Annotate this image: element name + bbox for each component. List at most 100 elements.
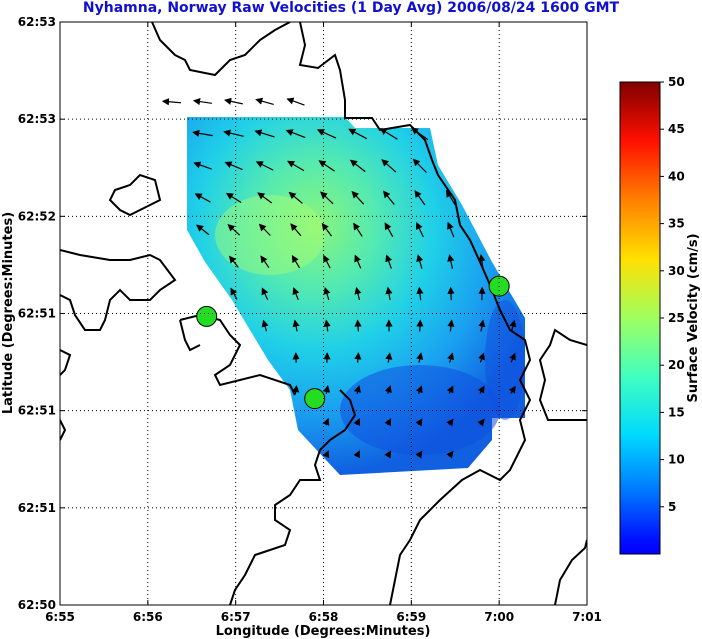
colorbar-tick-label: 35 [668, 217, 685, 231]
y-tick-label: 62:50 [18, 598, 56, 612]
velocity-arrow [161, 98, 182, 106]
velocity-arrow [323, 384, 331, 394]
velocity-arrow [227, 224, 241, 236]
velocity-arrow [354, 286, 362, 301]
colorbar-tick-label: 50 [668, 75, 685, 89]
velocity-arrow [292, 319, 300, 332]
x-tick-label: 6:56 [133, 610, 163, 624]
velocity-arrow [446, 385, 454, 394]
colorbar-label: Surface Velocity (cm/s) [686, 233, 701, 402]
y-axis: 62:53 62:53 62:52 62:51 62:51 62:51 62:50 [18, 15, 587, 612]
velocity-arrow [322, 450, 330, 459]
velocity-arrow [230, 287, 238, 300]
velocity-arrow [318, 160, 335, 172]
velocity-arrow [260, 255, 270, 269]
x-axis-label: Longitude (Degrees:Minutes) [216, 624, 431, 639]
y-axis-label: Latitude (Degrees:Minutes) [1, 212, 16, 414]
velocity-arrow [416, 352, 424, 363]
velocity-arrow [257, 192, 273, 204]
velocity-arrow [292, 384, 300, 394]
colorbar-tick-label: 20 [668, 358, 685, 372]
velocity-arrow [415, 385, 423, 394]
velocity-arrow [509, 319, 517, 332]
velocity-arrow [351, 190, 365, 205]
y-tick-label: 62:51 [18, 501, 56, 515]
velocity-arrow [478, 352, 485, 363]
colorbar-tick-label: 5 [668, 500, 676, 514]
velocity-arrow [416, 319, 424, 332]
velocity-arrow [225, 192, 242, 204]
velocity-arrow [447, 254, 455, 269]
velocity-arrow [353, 450, 360, 459]
velocity-arrow [290, 223, 302, 237]
velocity-arrow [410, 127, 429, 141]
velocity-arrow [415, 418, 423, 427]
velocity-arrow [445, 189, 456, 206]
velocity-arrow [261, 319, 269, 332]
velocity-arrow [322, 417, 330, 426]
x-tick-label: 7:00 [484, 610, 514, 624]
x-tick-label: 6:59 [396, 610, 426, 624]
velocity-arrow [384, 222, 394, 237]
velocity-arrow [224, 97, 243, 105]
velocity-arrow [255, 97, 274, 106]
velocity-arrow [228, 255, 239, 268]
velocity-arrow [349, 159, 366, 173]
velocity-arrow [477, 418, 485, 427]
velocity-arrow [385, 254, 393, 269]
velocity-arrow [416, 254, 424, 269]
velocity-arrow [414, 190, 426, 206]
velocity-arrow [416, 286, 424, 301]
velocity-arrow [447, 286, 455, 301]
velocity-arrow [478, 319, 486, 332]
velocity-arrow [254, 129, 275, 138]
velocity-arrow [323, 254, 331, 269]
colorbar-tick-label: 45 [668, 122, 685, 136]
velocity-arrow [320, 191, 334, 205]
velocity-arrow [192, 98, 212, 106]
velocity-arrow [354, 319, 362, 332]
velocity-vectors [161, 97, 517, 459]
velocity-arrow [447, 319, 455, 332]
velocity-arrow [379, 128, 398, 140]
velocity-arrow [194, 193, 211, 203]
velocity-arrow [447, 352, 455, 363]
y-tick-label: 62:51 [18, 404, 56, 418]
velocity-arrow [508, 385, 516, 394]
velocity-arrow [385, 352, 393, 363]
colorbar-tick-label: 30 [668, 264, 685, 278]
velocity-arrow [323, 319, 331, 332]
velocity-arrow [223, 129, 244, 137]
y-tick-label: 62:53 [18, 15, 56, 29]
velocity-arrow [348, 128, 368, 140]
x-tick-label: 6:55 [45, 610, 75, 624]
y-tick-label: 62:53 [18, 112, 56, 126]
velocity-arrow [224, 161, 243, 171]
velocity-arrow [381, 159, 397, 173]
velocity-arrow [354, 352, 362, 363]
x-axis: 6:55 6:56 6:57 6:58 6:59 7:00 7:01 [45, 22, 602, 624]
x-tick-label: 7:01 [572, 610, 602, 624]
velocity-arrow [446, 418, 454, 427]
velocity-arrow [415, 450, 423, 459]
site-south-marker [304, 388, 326, 410]
velocity-arrow [446, 450, 454, 459]
velocity-arrow [477, 385, 485, 394]
y-tick-label: 62:51 [18, 307, 56, 321]
velocity-arrow [291, 255, 301, 269]
velocity-arrow [286, 97, 305, 106]
velocity-arrow [192, 129, 213, 137]
x-tick-label: 6:58 [309, 610, 339, 624]
site-west-marker [196, 305, 218, 327]
colorbar-ticks: 5 10 15 20 25 30 35 40 45 50 [660, 75, 685, 514]
colorbar [619, 81, 661, 555]
velocity-arrow [255, 161, 274, 171]
velocity-arrow [384, 418, 392, 427]
velocity-arrow [323, 286, 331, 301]
velocity-arrow [447, 221, 455, 238]
velocity-arrow [478, 253, 486, 269]
chart-title: Nyhamna, Norway Raw Velocities (1 Day Av… [82, 0, 620, 16]
velocity-arrow [285, 129, 306, 139]
velocity-arrow [385, 286, 393, 301]
